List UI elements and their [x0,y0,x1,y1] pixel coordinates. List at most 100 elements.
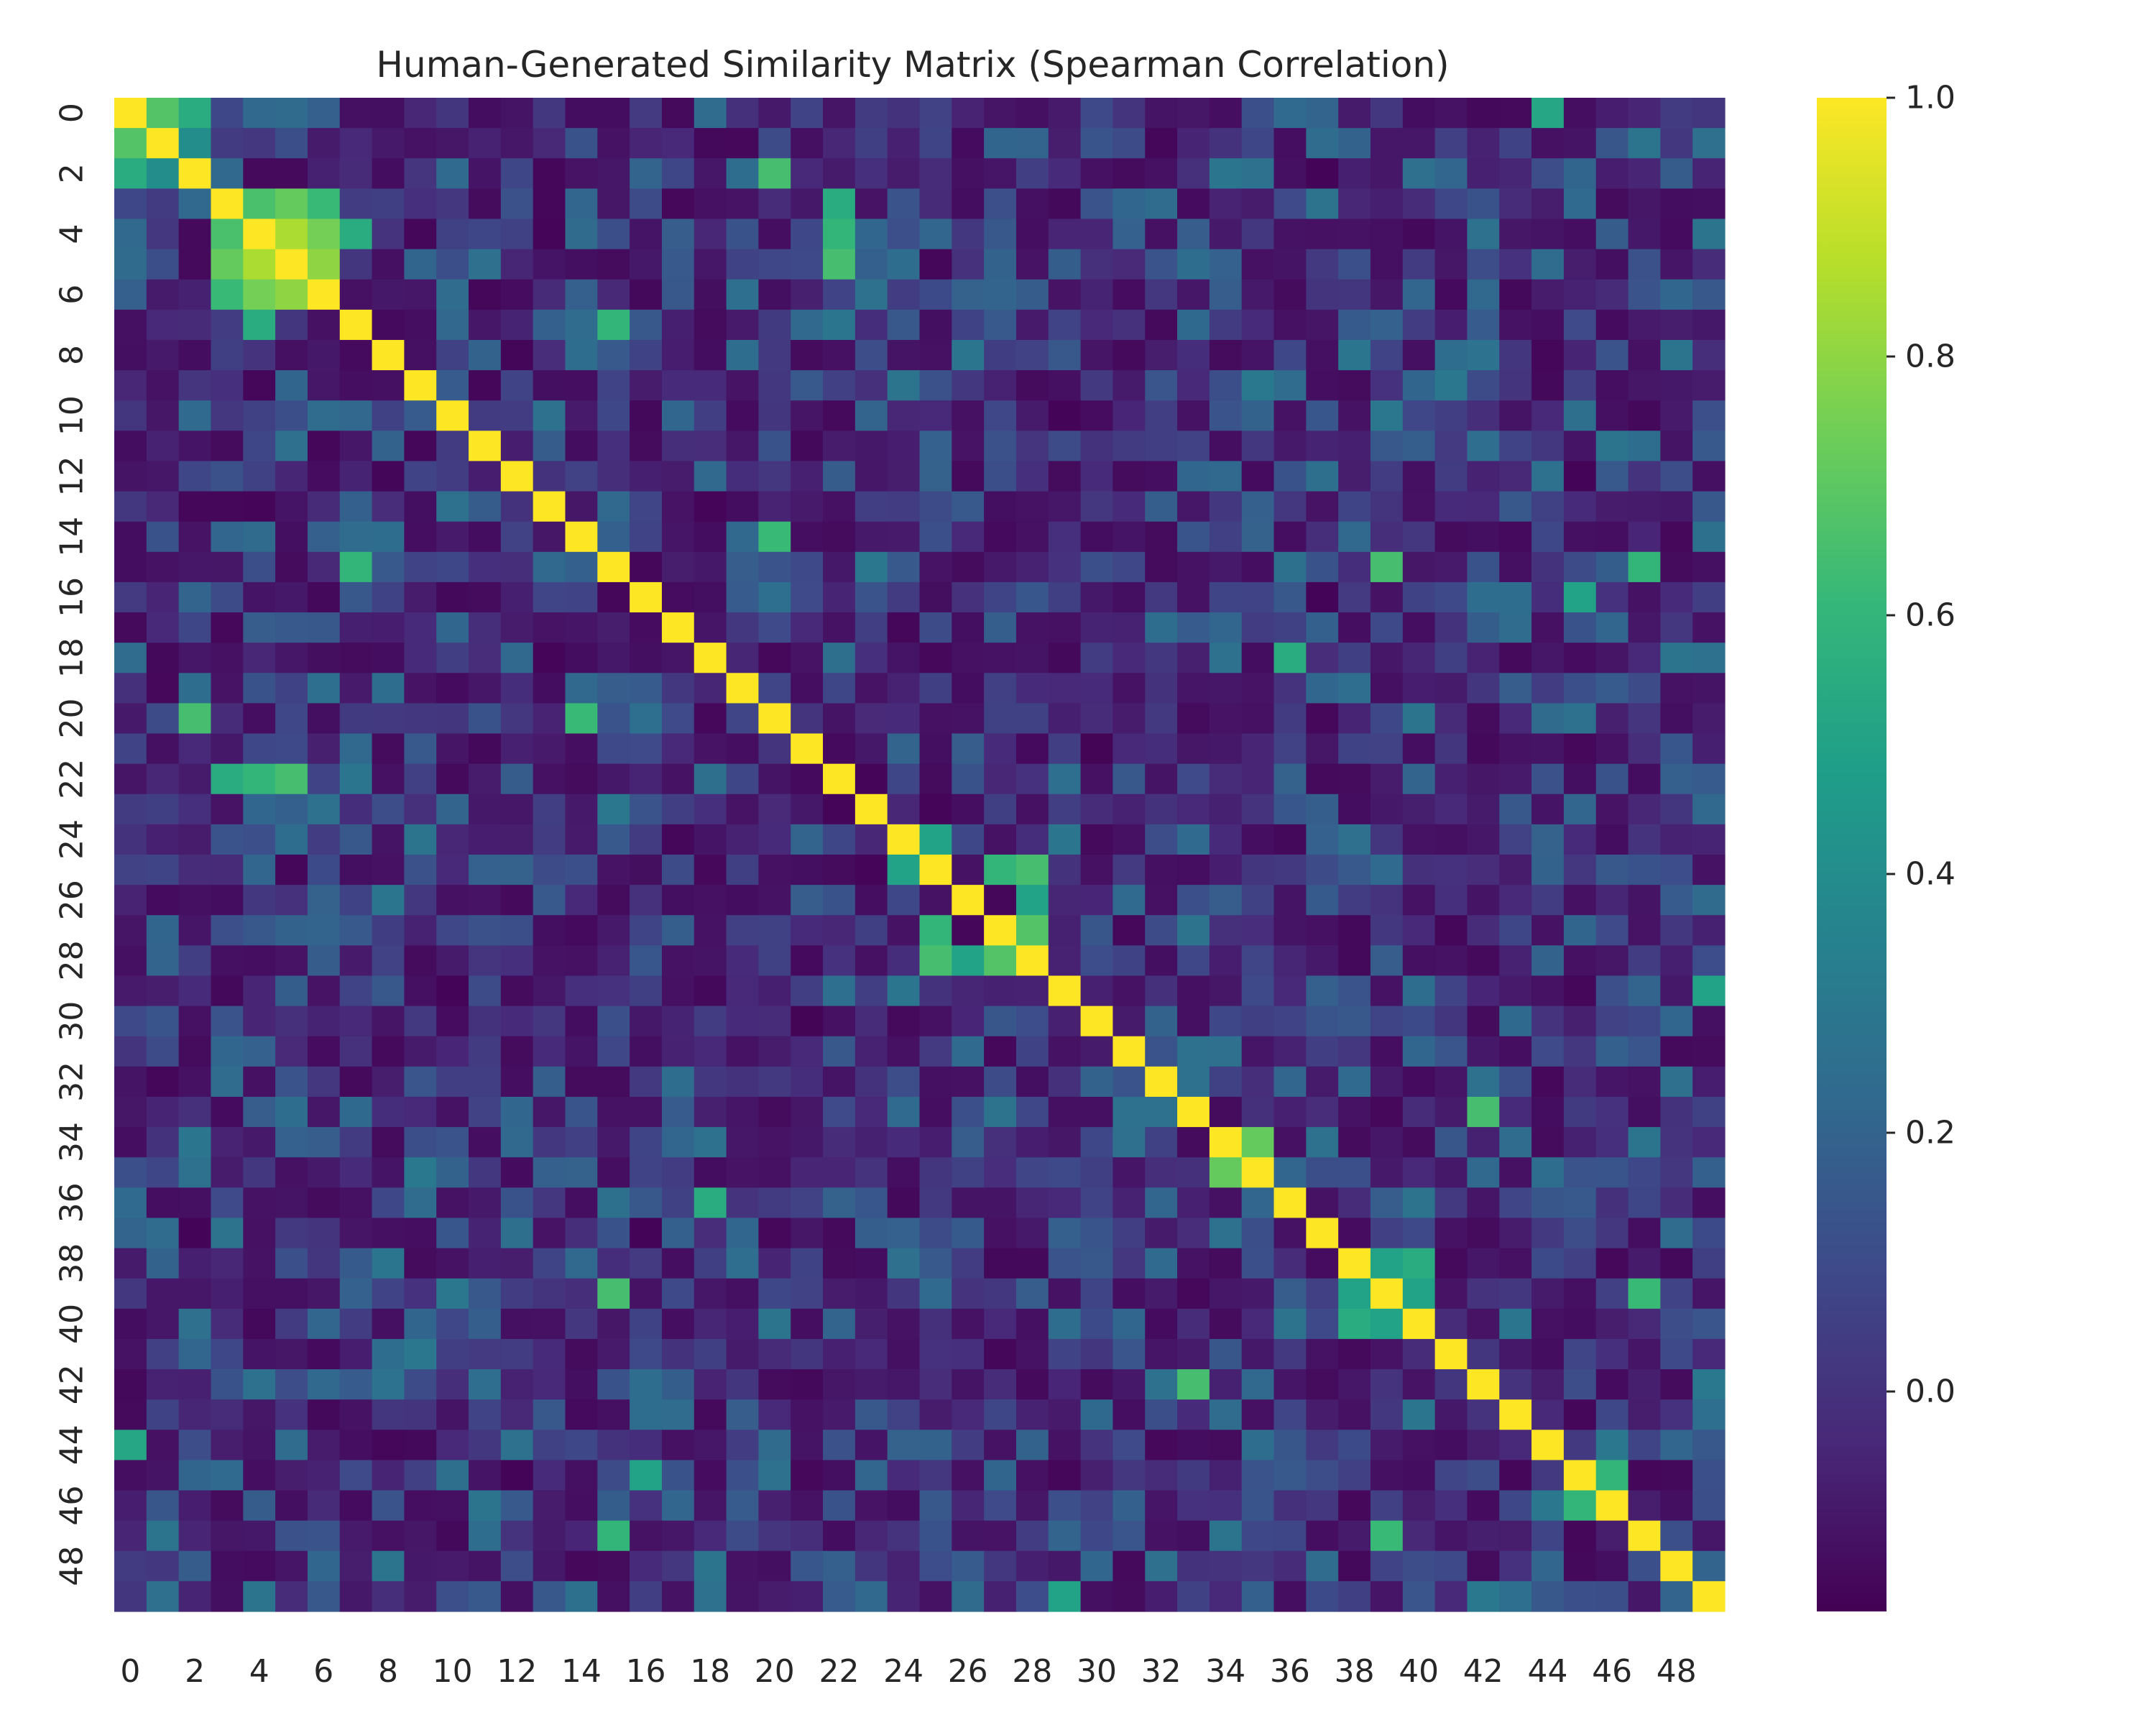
heatmap-cell [1241,1278,1275,1310]
heatmap-cell [1241,370,1275,401]
heatmap-cell [500,581,534,613]
heatmap-cell [469,1430,502,1460]
heatmap-cell [1499,491,1532,523]
heatmap-cell [114,975,147,1007]
heatmap-cell [469,98,502,129]
heatmap-cell [1692,98,1726,129]
heatmap-cell [500,1157,534,1188]
heatmap-cell [469,824,502,855]
heatmap-cell [1434,461,1468,492]
heatmap-cell [1370,218,1404,250]
y-tick-label: 44 [54,1425,91,1465]
heatmap-cell [146,431,180,462]
heatmap-cell [630,733,663,765]
heatmap-cell [726,188,759,220]
y-tick-label: 46 [54,1486,91,1526]
heatmap-cell [887,1308,921,1340]
heatmap-cell [146,1581,180,1612]
heatmap-cell [243,1127,276,1158]
heatmap-cell [952,128,985,159]
heatmap-cell [469,1369,502,1400]
heatmap-cell [1273,461,1307,492]
heatmap-cell [1241,521,1275,553]
heatmap-cell [1306,188,1339,220]
heatmap-cell [1241,279,1275,310]
heatmap-cell [661,339,695,371]
heatmap-cell [854,975,888,1007]
heatmap-cell [1402,1187,1436,1219]
heatmap-cell [661,612,695,643]
heatmap-cell [211,279,244,310]
heatmap-cell [1145,945,1178,977]
heatmap-cell [211,1127,244,1158]
heatmap-cell [469,1096,502,1128]
heatmap-cell [372,581,405,613]
y-tick-label: 40 [54,1304,91,1344]
heatmap-cell [791,491,824,523]
heatmap-cell [114,1006,147,1037]
heatmap-cell [630,612,663,643]
heatmap-cell [1563,673,1597,704]
heatmap-cell [1241,673,1275,704]
heatmap-cell [823,1036,856,1067]
heatmap-cell [1595,673,1629,704]
heatmap-cell [1015,1581,1049,1612]
heatmap-cell [1467,581,1500,613]
heatmap-cell [146,1006,180,1037]
heatmap-cell [1112,581,1146,613]
heatmap-cell [694,673,727,704]
heatmap-cell [1015,1248,1049,1279]
heatmap-cell [952,309,985,341]
heatmap-cell [1370,98,1404,129]
heatmap-cell [404,1550,437,1582]
heatmap-cell [791,218,824,250]
heatmap-cell [854,824,888,855]
heatmap-cell [565,431,598,462]
heatmap-cell [307,431,341,462]
heatmap-cell [178,612,212,643]
heatmap-cell [469,1157,502,1188]
heatmap-cell [533,612,566,643]
x-tick-label: 22 [819,1653,860,1690]
heatmap-cell [1370,885,1404,916]
heatmap-cell [1370,521,1404,553]
heatmap-cell [1273,1096,1307,1128]
heatmap-cell [630,1248,663,1279]
heatmap-cell [1563,1430,1597,1460]
heatmap-cell [114,945,147,977]
heatmap-cell [1531,1127,1565,1158]
heatmap-cell [1048,1127,1082,1158]
heatmap-cell [372,1006,405,1037]
heatmap-cell [275,581,308,613]
heatmap-cell [661,1490,695,1522]
heatmap-cell [1015,1278,1049,1310]
heatmap-cell [630,461,663,492]
heatmap-cell [1402,1157,1436,1188]
x-tick-label: 10 [433,1653,473,1690]
heatmap-cell [1145,1399,1178,1430]
heatmap-cell [1499,1278,1532,1310]
heatmap-cell [565,855,598,886]
heatmap-cell [307,885,341,916]
heatmap-cell [114,1490,147,1522]
heatmap-cell [1306,218,1339,250]
heatmap-cell [1080,824,1114,855]
heatmap-cell [1595,1187,1629,1219]
heatmap-cell [1402,128,1436,159]
heatmap-cell [500,1127,534,1158]
heatmap-cell [1531,400,1565,431]
heatmap-cell [404,218,437,250]
heatmap-cell [1177,1308,1210,1340]
heatmap-cell [1660,128,1693,159]
heatmap-cell [1177,1127,1210,1158]
heatmap-cell [726,1096,759,1128]
heatmap-cell [1660,1036,1693,1067]
heatmap-cell [1499,1096,1532,1128]
heatmap-cell [1145,188,1178,220]
heatmap-cell [1692,1157,1726,1188]
heatmap-cell [339,1581,373,1612]
heatmap-cell [1048,1430,1082,1460]
heatmap-cell [1306,612,1339,643]
heatmap-cell [178,1278,212,1310]
